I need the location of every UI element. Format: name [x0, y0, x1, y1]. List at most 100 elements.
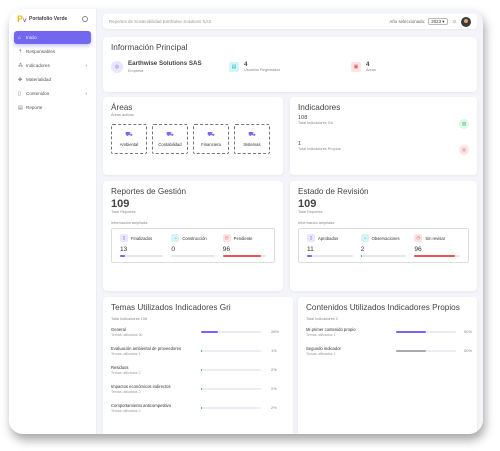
item-name: Segundo indicador: [306, 346, 341, 351]
status-label: Pendiente: [233, 235, 253, 241]
list-item: Segundo indicador Temas utilizados 1 50%: [306, 346, 473, 359]
sidebar-item-label: Inicio: [26, 35, 37, 40]
contenidos-card: Contenidos Utilizados Indicadores Propio…: [298, 297, 477, 434]
sidebar-toggle-icon[interactable]: [82, 16, 88, 22]
status-label: Aprobados: [318, 235, 339, 241]
gri-value: 108: [298, 115, 308, 121]
progress-bar: [201, 388, 261, 390]
cart-icon: ⛟: [166, 132, 174, 138]
progress-fill: [396, 350, 426, 352]
file-icon: ▯: [18, 90, 21, 97]
progress-bar: [414, 255, 461, 257]
status-head: ◔ Construcción: [171, 234, 214, 242]
card-title: Temas Utilizados Indicadores Gri: [111, 303, 231, 312]
grid-icon: ✥: [18, 76, 23, 83]
sidebar-item-label: Materialidad: [26, 77, 52, 82]
status-label: Sin revisar: [425, 235, 446, 241]
progress-bar: [360, 255, 407, 257]
area-box-sistemas[interactable]: ⛟ Sistemas: [234, 124, 270, 154]
progress-fill: [396, 331, 426, 333]
sidebar-item-reporte[interactable]: ▤ Reporte: [14, 101, 91, 114]
report-icon: ▤: [18, 104, 23, 111]
item-name: Residuos: [111, 365, 129, 370]
brand[interactable]: Pv Portafolio Verde: [9, 9, 96, 29]
card-title: Información Principal: [111, 43, 188, 52]
status-head: ▯ Finalizados: [120, 234, 163, 242]
areas-value: 4: [366, 61, 370, 68]
status-value: 96: [222, 246, 230, 253]
list-item: Impactos económicos indirectos Temas util…: [111, 384, 285, 397]
card-title: Reportes de Gestión: [111, 187, 187, 196]
item-sub: Temas utilizados 2: [111, 390, 141, 394]
brand-logo: Pv: [17, 14, 27, 24]
item-sub: Temas utilizados 2: [111, 409, 141, 413]
chevron-right-icon: ›: [85, 90, 87, 97]
area-box-financiera[interactable]: ⛟ Financiera: [193, 124, 229, 154]
sidebar-item-label: Contenidos: [26, 91, 50, 96]
item-percent: 50%: [464, 348, 473, 353]
progress-fill: [201, 388, 203, 390]
progress-fill: [201, 369, 203, 371]
propios-label: Total Indicadores Propios: [298, 147, 341, 151]
temas-gri-card: Temas Utilizados Indicadores Gri Total I…: [103, 297, 293, 434]
info-principal-card: Información Principal ◎ Earthwise Soluti…: [103, 37, 477, 92]
progress-fill: [360, 255, 362, 257]
revision-total-label: Total Reportes: [298, 210, 323, 214]
year-label: Año seleccionado:: [389, 19, 426, 24]
revision-section-label: Información ampliada: [298, 221, 335, 225]
status-value: 0: [171, 246, 175, 253]
sidebar-item-responsables[interactable]: ⇡ Responsables: [14, 45, 91, 58]
sidebar-item-label: Indicadores: [26, 63, 50, 68]
areas-card: Áreas Áreas activas ⛟ Ambiental ⛟ Contabili…: [103, 97, 283, 175]
progress-bar: [396, 331, 456, 333]
year-select[interactable]: 2023 ▾: [428, 18, 448, 25]
users-value: 4: [244, 61, 248, 68]
area-box-contabilidad[interactable]: ⛟ Contabilidad: [152, 124, 188, 154]
status-head: ◷ Sin revisar: [414, 234, 460, 242]
breadcrumb: Reportes de Sostenibilidad Earthwise Sol…: [109, 19, 212, 24]
user-icon: ⇡: [18, 48, 23, 55]
contenidos-subtitle: Total Indicadores 2: [306, 317, 338, 321]
gestion-total: 109: [111, 198, 130, 210]
sidebar-item-label: Responsables: [26, 49, 56, 54]
gestion-status-grid: ▯ Finalizados 13 ◔ Construcción 0 ◷ Pendiente 96: [111, 228, 275, 263]
sidebar: Pv Portafolio Verde ⌂ Inicio ⇡ Responsables…: [9, 9, 97, 434]
list-item: General Temas utilizados 30 28%: [111, 327, 285, 340]
avatar[interactable]: [461, 16, 471, 27]
sidebar-nav: ⌂ Inicio ⇡ Responsables ⁂ Indicadores › ✥ Materi…: [9, 29, 96, 117]
indicadores-card: Indicadores 108 Total Indicadores Gri ▤ …: [290, 97, 477, 175]
theme-toggle-icon[interactable]: ☼: [451, 18, 458, 25]
propios-icon: ◎: [459, 145, 469, 155]
progress-bar: [201, 331, 261, 333]
sidebar-item-indicadores[interactable]: ⁂ Indicadores ›: [14, 59, 91, 72]
sidebar-item-materialidad[interactable]: ✥ Materialidad: [14, 73, 91, 86]
app-window: Pv Portafolio Verde ⌂ Inicio ⇡ Responsables…: [9, 9, 483, 434]
status-sin-revisar: ◷ Sin revisar 96: [410, 234, 464, 257]
item-percent: 2%: [271, 367, 277, 372]
users-label: Usuarios Registrados: [244, 68, 281, 72]
item-name: Impactos económicos indirectos: [111, 384, 171, 389]
progress-fill: [201, 407, 203, 409]
list-item: Evaluación ambiental de proveedores Temas…: [111, 346, 285, 359]
card-title: Contenidos Utilizados Indicadores Propio…: [306, 303, 460, 312]
status-value: 11: [307, 246, 314, 253]
home-icon: ⌂: [18, 34, 22, 41]
cart-icon: ⛟: [207, 132, 215, 138]
revision-total: 109: [298, 198, 317, 210]
area-label: Ambiental: [119, 142, 139, 147]
area-box-ambiental[interactable]: ⛟ Ambiental: [111, 124, 147, 154]
gri-label: Total Indicadores Gri: [298, 121, 333, 125]
progress-bar: [120, 255, 164, 257]
sidebar-item-inicio[interactable]: ⌂ Inicio: [14, 31, 91, 44]
sidebar-item-contenidos[interactable]: ▯ Contenidos ›: [14, 87, 91, 100]
progress-fill: [414, 255, 455, 257]
item-sub: Temas utilizados 2: [111, 371, 141, 375]
progress-bar: [201, 369, 261, 371]
list-item: Residuos Temas utilizados 2 2%: [111, 365, 285, 378]
progress-fill: [201, 331, 218, 333]
progress-fill: [201, 350, 202, 352]
progress-fill: [307, 255, 312, 257]
area-label: Sistemas: [243, 142, 261, 147]
area-label: Financiera: [201, 142, 221, 147]
item-name: Mi primer contenido propio: [306, 327, 356, 332]
